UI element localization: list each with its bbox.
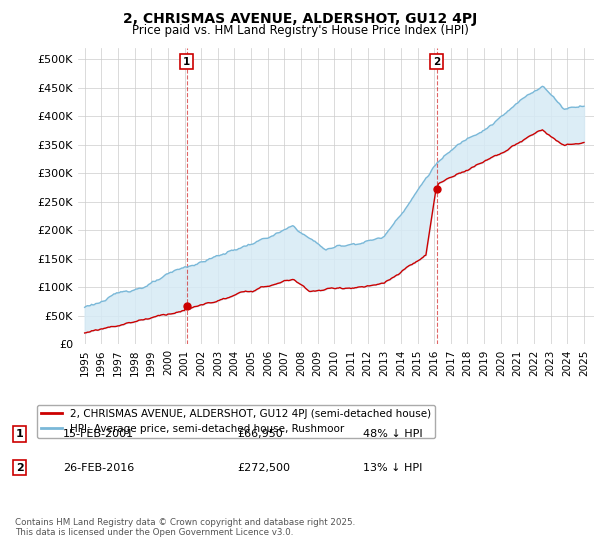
Text: £272,500: £272,500	[237, 463, 290, 473]
Text: Contains HM Land Registry data © Crown copyright and database right 2025.
This d: Contains HM Land Registry data © Crown c…	[15, 518, 355, 538]
Text: 2, CHRISMAS AVENUE, ALDERSHOT, GU12 4PJ: 2, CHRISMAS AVENUE, ALDERSHOT, GU12 4PJ	[123, 12, 477, 26]
Text: 2: 2	[16, 463, 23, 473]
Text: 1: 1	[183, 57, 190, 67]
Text: £66,950: £66,950	[237, 429, 283, 439]
Legend: 2, CHRISMAS AVENUE, ALDERSHOT, GU12 4PJ (semi-detached house), HPI: Average pric: 2, CHRISMAS AVENUE, ALDERSHOT, GU12 4PJ …	[37, 404, 436, 438]
Text: 26-FEB-2016: 26-FEB-2016	[63, 463, 134, 473]
Text: 48% ↓ HPI: 48% ↓ HPI	[363, 429, 422, 439]
Text: 2: 2	[433, 57, 440, 67]
Text: 1: 1	[16, 429, 23, 439]
Text: Price paid vs. HM Land Registry's House Price Index (HPI): Price paid vs. HM Land Registry's House …	[131, 24, 469, 36]
Text: 13% ↓ HPI: 13% ↓ HPI	[363, 463, 422, 473]
Text: 15-FEB-2001: 15-FEB-2001	[63, 429, 134, 439]
